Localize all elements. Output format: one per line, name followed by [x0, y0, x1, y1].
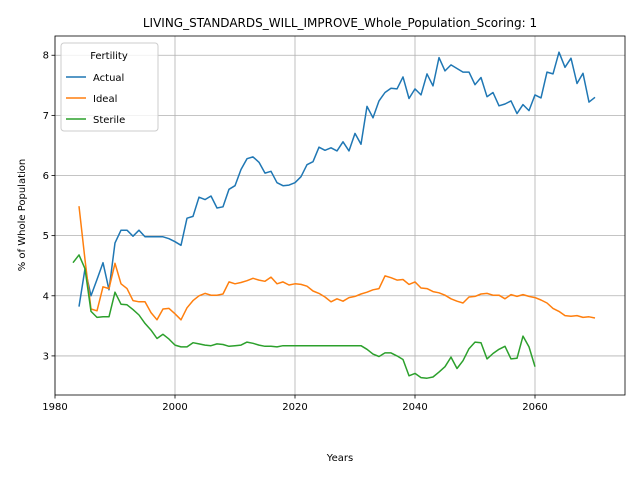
x-tick-label: 2040	[402, 402, 427, 413]
legend-label-sterile: Sterile	[93, 115, 125, 126]
legend-entries: Actual Ideal Sterile	[66, 73, 125, 126]
grid	[54, 36, 625, 395]
y-tick-label: 8	[43, 51, 49, 62]
y-tick-label: 4	[43, 291, 49, 302]
plot-frame	[54, 35, 626, 396]
chart-title: LIVING_STANDARDS_WILL_IMPROVE_Whole_Popu…	[143, 16, 537, 30]
series-line-sterile	[72, 254, 536, 379]
x-tick-label: 1980	[42, 402, 67, 413]
y-tick-label: 7	[43, 111, 49, 122]
x-axis-ticks: 1980 2000 2020 2040 2060	[42, 395, 548, 413]
legend-title: Fertility	[90, 51, 128, 62]
series-line-actual	[78, 51, 596, 307]
legend: Fertility Actual Ideal Sterile	[60, 42, 159, 132]
legend-label-ideal: Ideal	[93, 94, 117, 105]
x-tick-label: 2020	[282, 402, 307, 413]
y-tick-label: 6	[43, 171, 49, 182]
legend-label-actual: Actual	[93, 73, 124, 84]
legend-box	[60, 42, 159, 132]
y-axis-label: % of Whole Population	[17, 159, 28, 272]
x-tick-label: 2060	[522, 402, 547, 413]
y-tick-label: 5	[43, 231, 49, 242]
series-lines	[72, 51, 596, 379]
y-tick-label: 3	[43, 351, 49, 362]
x-tick-label: 2000	[162, 402, 187, 413]
y-axis-ticks: 3 4 5 6 7 8	[43, 51, 55, 362]
series-line-ideal	[78, 206, 596, 321]
x-axis-label: Years	[326, 453, 353, 464]
